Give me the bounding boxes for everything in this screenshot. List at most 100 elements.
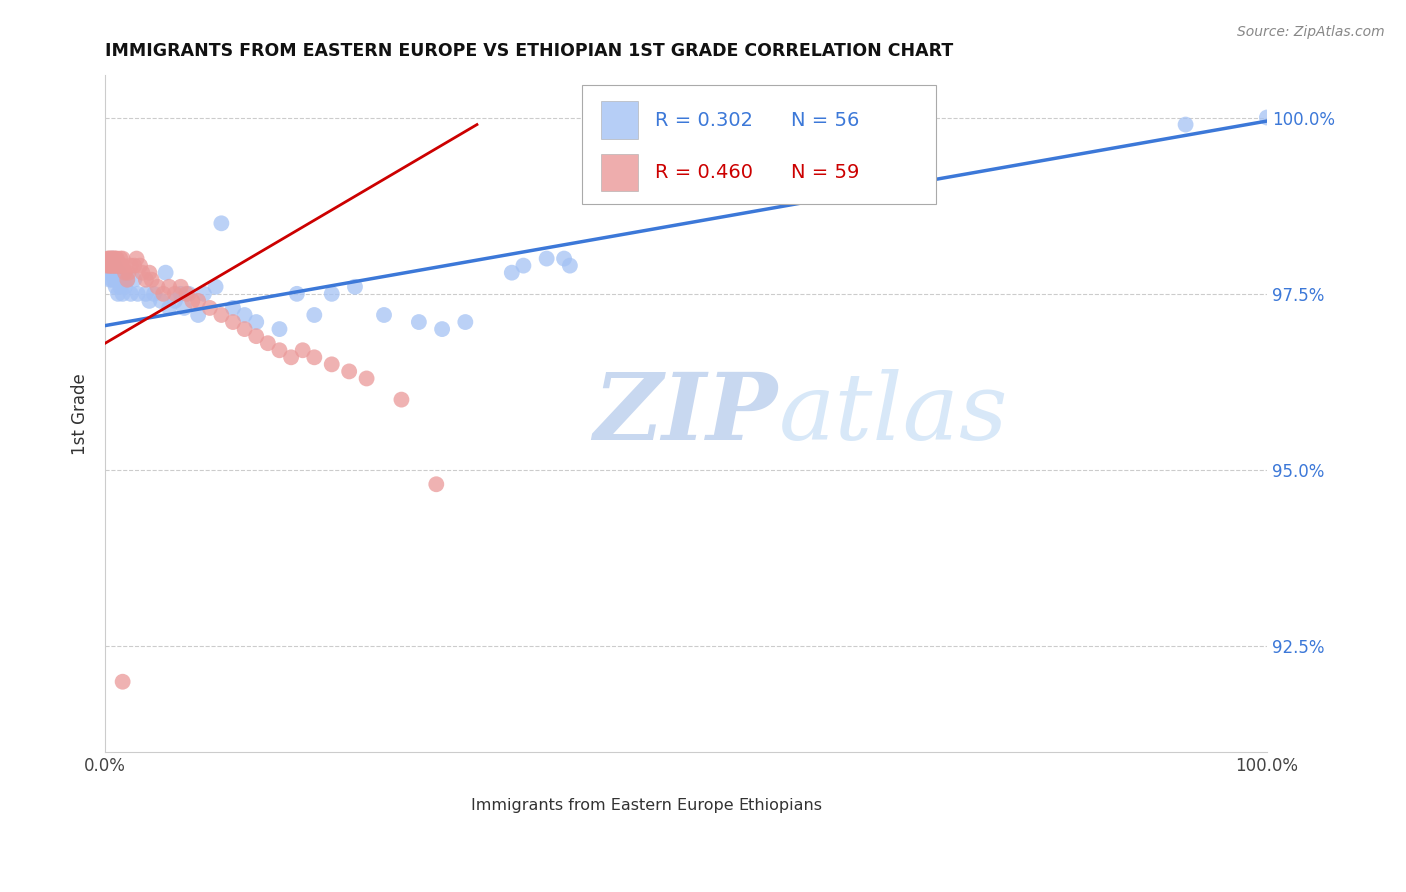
Text: ZIP: ZIP	[593, 368, 778, 458]
Point	[233, 308, 256, 322]
Point	[269, 322, 291, 336]
Point	[425, 477, 447, 491]
Text: Source: ZipAtlas.com: Source: ZipAtlas.com	[1237, 25, 1385, 39]
Point	[110, 273, 132, 287]
Point	[141, 273, 163, 287]
Text: N = 59: N = 59	[790, 163, 859, 182]
Point	[181, 293, 204, 308]
Point	[97, 252, 120, 266]
Point	[100, 259, 122, 273]
Point	[97, 266, 120, 280]
Point	[117, 266, 139, 280]
Point	[176, 286, 198, 301]
Point	[187, 293, 209, 308]
Point	[111, 252, 134, 266]
Point	[553, 252, 575, 266]
Point	[101, 259, 124, 273]
Point	[114, 280, 136, 294]
Point	[103, 252, 125, 266]
Bar	[602, 154, 638, 191]
Point	[143, 286, 166, 301]
Point	[391, 392, 413, 407]
Point	[103, 259, 125, 273]
Point	[100, 259, 122, 273]
Point	[304, 351, 326, 365]
Point	[138, 266, 160, 280]
Point	[177, 286, 200, 301]
Point	[408, 315, 430, 329]
Point	[101, 252, 124, 266]
Point	[269, 343, 291, 358]
Point	[107, 259, 129, 273]
Point	[209, 308, 232, 322]
Point	[103, 252, 125, 266]
Point	[454, 315, 477, 329]
Point	[501, 266, 523, 280]
Point	[163, 293, 186, 308]
Point	[111, 259, 134, 273]
Point	[127, 286, 149, 301]
Point	[157, 280, 180, 294]
Point	[321, 286, 343, 301]
Point	[103, 259, 125, 273]
Point	[163, 286, 186, 301]
Point	[103, 266, 125, 280]
Point	[131, 266, 153, 280]
Point	[98, 259, 121, 273]
Point	[321, 357, 343, 371]
Text: IMMIGRANTS FROM EASTERN EUROPE VS ETHIOPIAN 1ST GRADE CORRELATION CHART: IMMIGRANTS FROM EASTERN EUROPE VS ETHIOP…	[105, 42, 953, 60]
Point	[245, 329, 267, 343]
Point	[1256, 111, 1278, 125]
Point	[117, 273, 139, 287]
Point	[97, 259, 120, 273]
Point	[285, 286, 308, 301]
Point	[304, 308, 326, 322]
Point	[187, 308, 209, 322]
Point	[98, 259, 121, 273]
Point	[222, 315, 245, 329]
Text: R = 0.460: R = 0.460	[655, 163, 752, 182]
Point	[122, 259, 145, 273]
Point	[105, 252, 128, 266]
Point	[157, 301, 180, 315]
Point	[98, 252, 121, 266]
Point	[108, 266, 131, 280]
Point	[103, 259, 125, 273]
Point	[343, 280, 366, 294]
Point	[120, 286, 142, 301]
Point	[135, 286, 157, 301]
Point	[558, 259, 581, 273]
Point	[193, 286, 215, 301]
Point	[198, 301, 221, 315]
Point	[108, 259, 131, 273]
Point	[104, 280, 127, 294]
Point	[222, 301, 245, 315]
Point	[536, 252, 558, 266]
Point	[152, 286, 174, 301]
Point	[122, 273, 145, 287]
Text: atlas: atlas	[779, 368, 1008, 458]
Text: R = 0.302: R = 0.302	[655, 111, 752, 129]
Point	[146, 280, 169, 294]
Point	[233, 322, 256, 336]
Point	[204, 280, 226, 294]
Point	[125, 252, 148, 266]
Point	[170, 286, 193, 301]
Point	[117, 273, 139, 287]
Point	[104, 252, 127, 266]
Point	[105, 273, 128, 287]
Point	[100, 252, 122, 266]
Point	[337, 364, 360, 378]
Point	[170, 280, 193, 294]
Bar	[602, 102, 638, 138]
Point	[110, 280, 132, 294]
Point	[111, 286, 134, 301]
Bar	[703, 788, 730, 808]
Point	[373, 308, 395, 322]
Point	[96, 252, 118, 266]
Point	[104, 259, 127, 273]
Point	[135, 273, 157, 287]
Point	[98, 273, 121, 287]
Text: Immigrants from Eastern Europe: Immigrants from Eastern Europe	[471, 798, 734, 814]
Point	[100, 266, 122, 280]
